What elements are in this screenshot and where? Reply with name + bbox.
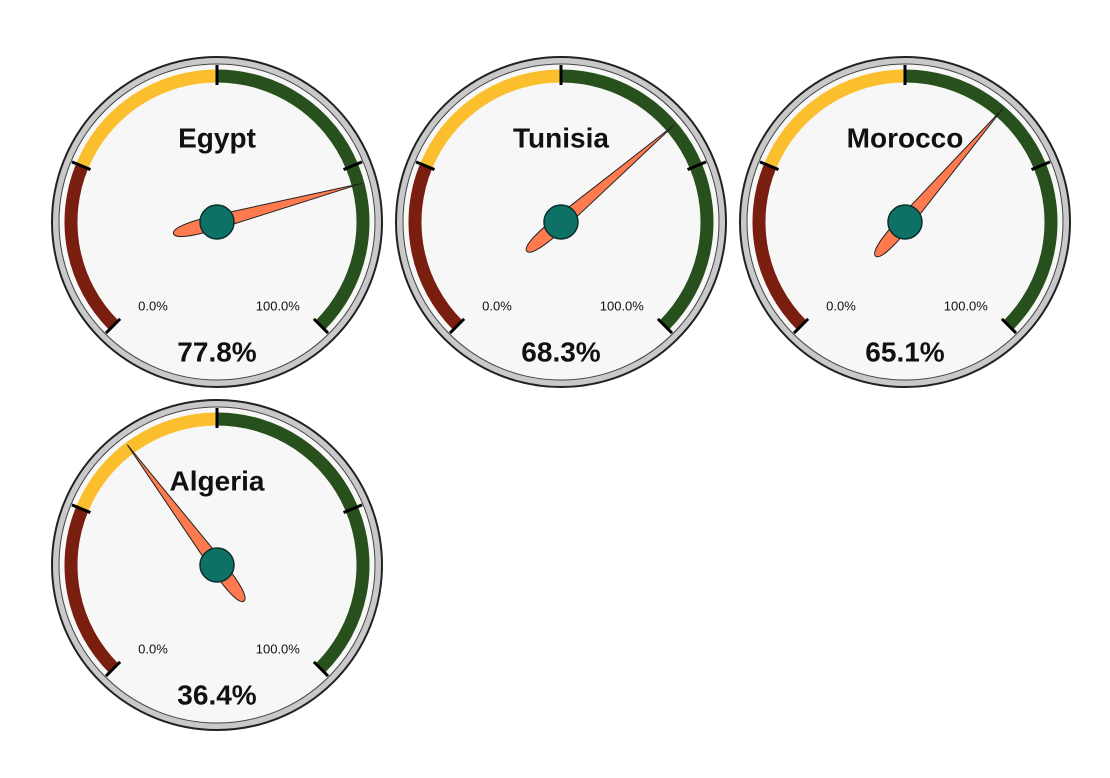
tick-mark [656, 317, 674, 335]
gauge-band [64, 506, 119, 673]
gauge-band [752, 163, 807, 330]
gauge: 0.0% 100.0% Morocco 65.1% [739, 56, 1071, 388]
tick-mark [792, 317, 810, 335]
gauge-band [420, 69, 562, 169]
gauge-title: Egypt [178, 122, 256, 153]
tick-label: 0.0% [138, 298, 168, 313]
tick-label: 0.0% [138, 641, 168, 656]
tick-mark [448, 317, 466, 335]
tick-mark [312, 660, 330, 678]
tick-label: 100.0% [600, 298, 645, 313]
gauge-hub [199, 547, 235, 583]
tick-mark [71, 503, 92, 514]
tick-mark [1030, 160, 1051, 171]
gauge-band [764, 69, 906, 169]
gauge-hub [199, 204, 235, 240]
gauge-band [76, 412, 218, 512]
gauge: 0.0% 100.0% Egypt 77.8% [51, 56, 383, 388]
tick-label: 0.0% [826, 298, 856, 313]
gauge: 0.0% 100.0% Algeria 36.4% [51, 399, 383, 731]
gauge-title: Tunisia [513, 122, 609, 153]
tick-label: 0.0% [482, 298, 512, 313]
gauge-title: Morocco [847, 122, 964, 153]
gauge-title: Algeria [170, 465, 265, 496]
tick-mark [104, 660, 122, 678]
tick-label: 100.0% [256, 641, 301, 656]
gauge-value: 77.8% [177, 336, 256, 367]
tick-mark [686, 160, 707, 171]
tick-mark [1000, 317, 1018, 335]
gauge-band [64, 163, 119, 330]
gauge-band [76, 69, 218, 169]
tick-mark [759, 160, 780, 171]
tick-mark [71, 160, 92, 171]
tick-label: 100.0% [256, 298, 301, 313]
gauge-value: 68.3% [521, 336, 600, 367]
gauge-value: 65.1% [865, 336, 944, 367]
tick-mark [415, 160, 436, 171]
tick-label: 100.0% [944, 298, 989, 313]
gauge-band [408, 163, 463, 330]
gauge: 0.0% 100.0% Tunisia 68.3% [395, 56, 727, 388]
gauge-value: 36.4% [177, 679, 256, 710]
tick-mark [342, 503, 363, 514]
tick-mark [104, 317, 122, 335]
tick-mark [342, 160, 363, 171]
gauge-hub [887, 204, 923, 240]
tick-mark [312, 317, 330, 335]
gauge-hub [543, 204, 579, 240]
